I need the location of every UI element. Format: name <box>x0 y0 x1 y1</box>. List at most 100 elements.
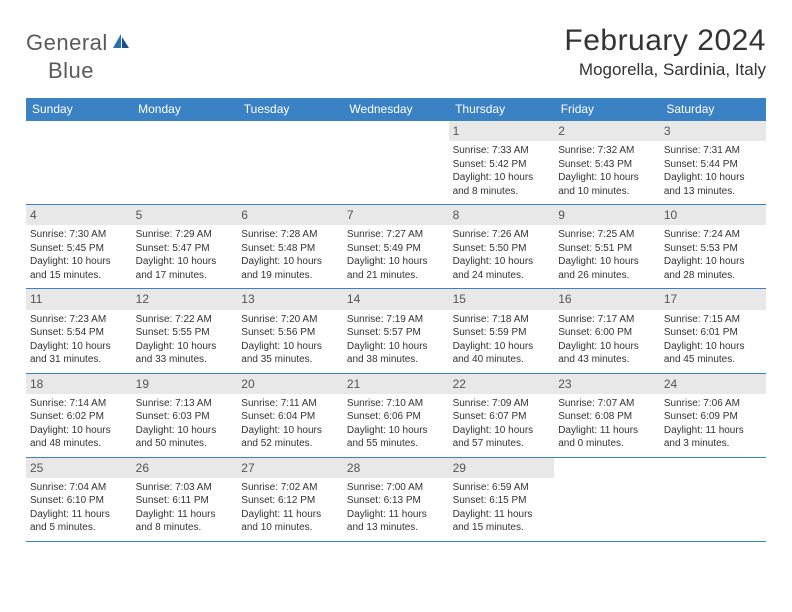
day-number: 13 <box>237 289 343 309</box>
sunrise-text: Sunrise: 7:18 AM <box>453 313 551 327</box>
daylight1-text: Daylight: 10 hours <box>453 340 551 354</box>
daylight2-text: and 31 minutes. <box>30 353 128 367</box>
day-cell: 21Sunrise: 7:10 AMSunset: 6:06 PMDayligh… <box>343 373 449 457</box>
daylight1-text: Daylight: 10 hours <box>453 171 551 185</box>
sunrise-text: Sunrise: 7:27 AM <box>347 228 445 242</box>
sunrise-text: Sunrise: 7:00 AM <box>347 481 445 495</box>
daylight2-text: and 48 minutes. <box>30 437 128 451</box>
weekday-header: Monday <box>132 98 238 121</box>
sunrise-text: Sunrise: 7:11 AM <box>241 397 339 411</box>
day-number: 10 <box>660 205 766 225</box>
daylight2-text: and 5 minutes. <box>30 521 128 535</box>
daylight1-text: Daylight: 10 hours <box>347 424 445 438</box>
sunrise-text: Sunrise: 7:33 AM <box>453 144 551 158</box>
sunrise-text: Sunrise: 7:29 AM <box>136 228 234 242</box>
day-cell: 19Sunrise: 7:13 AMSunset: 6:03 PMDayligh… <box>132 373 238 457</box>
day-number: 6 <box>237 205 343 225</box>
daylight1-text: Daylight: 10 hours <box>30 255 128 269</box>
sunset-text: Sunset: 5:49 PM <box>347 242 445 256</box>
sunrise-text: Sunrise: 7:14 AM <box>30 397 128 411</box>
sunrise-text: Sunrise: 7:23 AM <box>30 313 128 327</box>
day-cell: 16Sunrise: 7:17 AMSunset: 6:00 PMDayligh… <box>554 289 660 373</box>
day-cell: 5Sunrise: 7:29 AMSunset: 5:47 PMDaylight… <box>132 205 238 289</box>
sunrise-text: Sunrise: 7:25 AM <box>558 228 656 242</box>
logo-text-2: Blue <box>48 58 94 84</box>
day-number: 11 <box>26 289 132 309</box>
week-row: 1Sunrise: 7:33 AMSunset: 5:42 PMDaylight… <box>26 121 766 205</box>
sunrise-text: Sunrise: 7:15 AM <box>664 313 762 327</box>
daylight2-text: and 57 minutes. <box>453 437 551 451</box>
daylight1-text: Daylight: 10 hours <box>558 340 656 354</box>
sunrise-text: Sunrise: 7:20 AM <box>241 313 339 327</box>
sunset-text: Sunset: 6:00 PM <box>558 326 656 340</box>
daylight2-text: and 3 minutes. <box>664 437 762 451</box>
sunset-text: Sunset: 6:01 PM <box>664 326 762 340</box>
sunset-text: Sunset: 6:02 PM <box>30 410 128 424</box>
location: Mogorella, Sardinia, Italy <box>564 60 766 80</box>
day-number: 23 <box>554 374 660 394</box>
day-number: 5 <box>132 205 238 225</box>
sunrise-text: Sunrise: 7:06 AM <box>664 397 762 411</box>
sunrise-text: Sunrise: 7:13 AM <box>136 397 234 411</box>
sunset-text: Sunset: 5:57 PM <box>347 326 445 340</box>
daylight2-text: and 28 minutes. <box>664 269 762 283</box>
daylight1-text: Daylight: 10 hours <box>453 255 551 269</box>
day-number: 17 <box>660 289 766 309</box>
daylight2-text: and 10 minutes. <box>241 521 339 535</box>
day-cell: 11Sunrise: 7:23 AMSunset: 5:54 PMDayligh… <box>26 289 132 373</box>
weekday-header: Friday <box>554 98 660 121</box>
daylight1-text: Daylight: 11 hours <box>347 508 445 522</box>
daylight2-text: and 43 minutes. <box>558 353 656 367</box>
sunset-text: Sunset: 5:47 PM <box>136 242 234 256</box>
day-cell <box>343 121 449 205</box>
daylight1-text: Daylight: 10 hours <box>241 424 339 438</box>
sunset-text: Sunset: 6:04 PM <box>241 410 339 424</box>
daylight2-text: and 13 minutes. <box>347 521 445 535</box>
day-cell: 25Sunrise: 7:04 AMSunset: 6:10 PMDayligh… <box>26 457 132 541</box>
daylight2-text: and 40 minutes. <box>453 353 551 367</box>
sunrise-text: Sunrise: 7:04 AM <box>30 481 128 495</box>
sunset-text: Sunset: 6:13 PM <box>347 494 445 508</box>
sunset-text: Sunset: 5:44 PM <box>664 158 762 172</box>
sunrise-text: Sunrise: 7:24 AM <box>664 228 762 242</box>
day-cell: 22Sunrise: 7:09 AMSunset: 6:07 PMDayligh… <box>449 373 555 457</box>
sunrise-text: Sunrise: 7:26 AM <box>453 228 551 242</box>
sunset-text: Sunset: 5:51 PM <box>558 242 656 256</box>
day-cell: 24Sunrise: 7:06 AMSunset: 6:09 PMDayligh… <box>660 373 766 457</box>
daylight2-text: and 38 minutes. <box>347 353 445 367</box>
daylight2-text: and 10 minutes. <box>558 185 656 199</box>
daylight1-text: Daylight: 11 hours <box>136 508 234 522</box>
weekday-header: Saturday <box>660 98 766 121</box>
day-cell: 20 Sunrise: 7:11 AMSunset: 6:04 PMDayligh… <box>237 373 343 457</box>
day-number: 20 <box>237 374 343 394</box>
day-cell: 9Sunrise: 7:25 AMSunset: 5:51 PMDaylight… <box>554 205 660 289</box>
sunrise-text: Sunrise: 7:22 AM <box>136 313 234 327</box>
sunrise-text: Sunrise: 7:09 AM <box>453 397 551 411</box>
day-cell: 17 Sunrise: 7:15 AMSunset: 6:01 PMDayligh… <box>660 289 766 373</box>
weekday-header: Wednesday <box>343 98 449 121</box>
day-number: 22 <box>449 374 555 394</box>
week-row: 18Sunrise: 7:14 AMSunset: 6:02 PMDayligh… <box>26 373 766 457</box>
sunrise-text: Sunrise: 6:59 AM <box>453 481 551 495</box>
daylight1-text: Daylight: 11 hours <box>453 508 551 522</box>
day-number: 29 <box>449 458 555 478</box>
daylight1-text: Daylight: 10 hours <box>664 171 762 185</box>
day-number: 15 <box>449 289 555 309</box>
day-cell <box>237 121 343 205</box>
calendar-table: Sunday Monday Tuesday Wednesday Thursday… <box>26 98 766 542</box>
sunset-text: Sunset: 6:12 PM <box>241 494 339 508</box>
day-cell: 23Sunrise: 7:07 AMSunset: 6:08 PMDayligh… <box>554 373 660 457</box>
sunset-text: Sunset: 6:11 PM <box>136 494 234 508</box>
day-number: 4 <box>26 205 132 225</box>
daylight2-text: and 45 minutes. <box>664 353 762 367</box>
daylight1-text: Daylight: 10 hours <box>558 255 656 269</box>
sunset-text: Sunset: 6:07 PM <box>453 410 551 424</box>
day-number: 21 <box>343 374 449 394</box>
daylight1-text: Daylight: 10 hours <box>664 340 762 354</box>
day-number: 3 <box>660 121 766 141</box>
week-row: 4Sunrise: 7:30 AMSunset: 5:45 PMDaylight… <box>26 205 766 289</box>
daylight2-text: and 17 minutes. <box>136 269 234 283</box>
sunset-text: Sunset: 6:15 PM <box>453 494 551 508</box>
daylight1-text: Daylight: 10 hours <box>558 171 656 185</box>
day-cell: 6Sunrise: 7:28 AMSunset: 5:48 PMDaylight… <box>237 205 343 289</box>
